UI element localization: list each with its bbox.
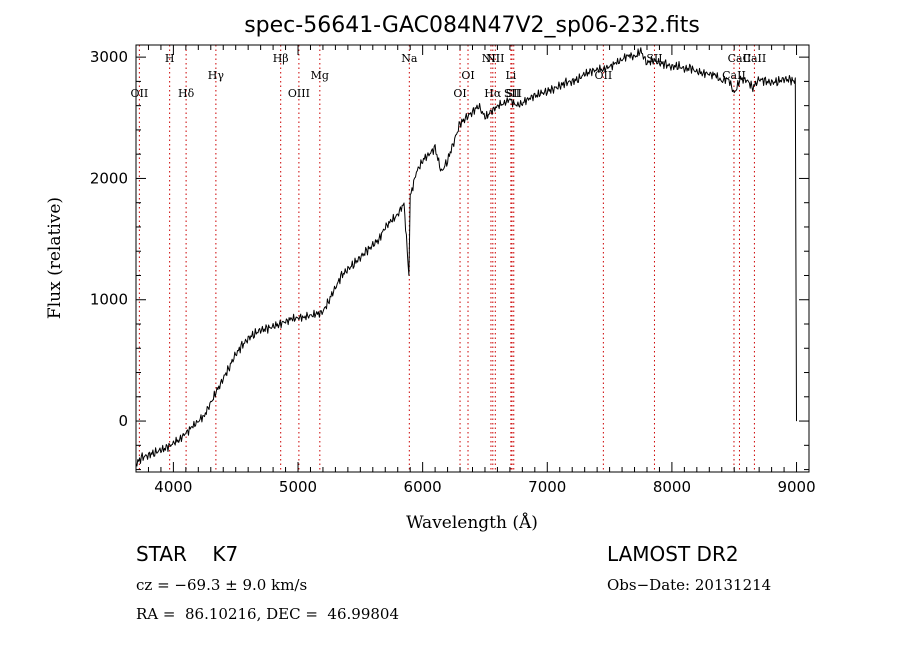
- spectral-line-label: Na: [401, 52, 418, 65]
- x-tick-label: 4000: [154, 478, 192, 496]
- chart-title: spec-56641-GAC084N47V2_sp06-232.fits: [244, 13, 700, 38]
- spectral-line-label: Hγ: [208, 69, 225, 82]
- spectral-line-label: Li: [505, 69, 516, 82]
- spectrum-series: [135, 47, 797, 467]
- spectrum-line: [135, 47, 797, 467]
- spectral-line-label: NII: [482, 52, 500, 65]
- y-axis-ticks: 0 1000 2000 3000: [90, 48, 809, 471]
- y-tick-label: 0: [118, 412, 128, 430]
- survey-name: LAMOST DR2: [607, 542, 739, 566]
- y-tick-label: 1000: [90, 291, 128, 309]
- spectral-line-label: Hδ: [178, 87, 195, 100]
- y-axis-label: Flux (relative): [45, 197, 65, 319]
- x-tick-label: 8000: [653, 478, 691, 496]
- spectral-line-labels: OIIHHδHγHβOIIIMgNaOIOINIIHαNIILiSIISIIOI…: [131, 52, 767, 100]
- x-axis-ticks: 4000 5000 6000 7000 8000 9000: [135, 45, 816, 496]
- spectral-line-label: CaII: [743, 52, 767, 65]
- object-class: STAR K7: [136, 542, 239, 566]
- spectral-line-markers: [138, 45, 755, 472]
- observation-date: Obs−Date: 20131214: [607, 576, 772, 594]
- x-tick-label: 5000: [279, 478, 317, 496]
- spectral-line-label: OI: [461, 69, 474, 82]
- y-tick-label: 3000: [90, 48, 128, 66]
- x-tick-label: 6000: [404, 478, 442, 496]
- x-tick-label: 7000: [528, 478, 566, 496]
- spectral-line-label: SII: [504, 87, 520, 100]
- spectral-line-label: SII: [506, 87, 522, 100]
- coordinates: RA = 86.10216, DEC = 46.99804: [136, 605, 400, 623]
- redshift-velocity: cz = −69.3 ± 9.0 km/s: [136, 576, 308, 594]
- spectral-line-label: Mg: [311, 69, 329, 82]
- x-tick-label: 9000: [777, 478, 815, 496]
- spectral-line-label: OII: [131, 87, 149, 100]
- spectral-line-label: Hα: [484, 87, 502, 100]
- spectral-line-label: NII: [486, 52, 504, 65]
- spectral-line-label: OIII: [288, 87, 310, 100]
- spectral-line-label: Hβ: [273, 52, 289, 65]
- y-tick-label: 2000: [90, 169, 128, 187]
- spectral-line-label: CaII: [728, 52, 752, 65]
- x-axis-label: Wavelength (Å): [406, 512, 538, 533]
- spectral-line-label: H: [165, 52, 175, 65]
- spectral-line-label: OI: [453, 87, 466, 100]
